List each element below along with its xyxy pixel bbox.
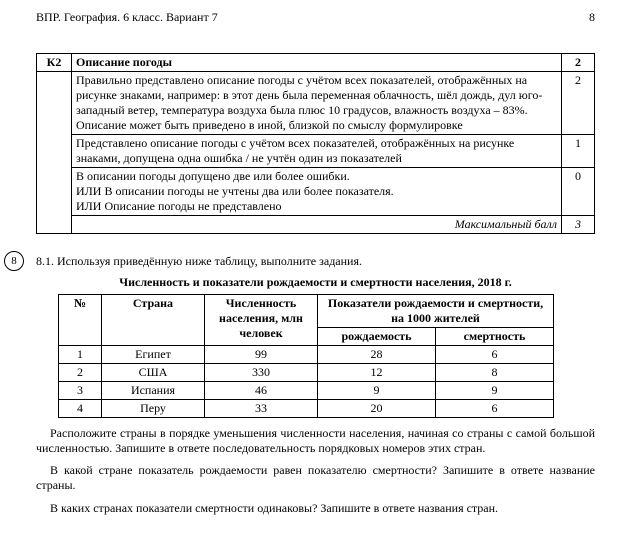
- header-left: ВПР. География. 6 класс. Вариант 7: [36, 10, 218, 25]
- col-birth: рождаемость: [318, 328, 436, 346]
- k2-row-score: 2: [562, 72, 595, 135]
- k2-label: К2: [37, 54, 72, 72]
- cell-country: Испания: [102, 382, 205, 400]
- page-header: ВПР. География. 6 класс. Вариант 7 8: [36, 10, 595, 25]
- col-rates: Показатели рождаемости и смертности, на …: [318, 295, 554, 328]
- k2-row-score: 1: [562, 135, 595, 168]
- task-block: 8 8.1. Используя приведённую ниже таблиц…: [36, 254, 595, 515]
- cell-death: 9: [436, 382, 554, 400]
- table-row: 3 Испания 46 9 9: [59, 382, 554, 400]
- cell-pop: 33: [205, 400, 318, 418]
- task-p2: В какой стране показатель рождаемости ра…: [36, 463, 595, 492]
- cell-death: 6: [436, 346, 554, 364]
- k2-row-text: Правильно представлено описание погоды с…: [72, 72, 562, 135]
- cell-death: 8: [436, 364, 554, 382]
- cell-birth: 28: [318, 346, 436, 364]
- population-table: № Страна Численность населения, млн чело…: [58, 294, 554, 418]
- k2-spacer: [37, 72, 72, 234]
- cell-country: США: [102, 364, 205, 382]
- cell-country: Египет: [102, 346, 205, 364]
- max-label: Максимальный балл: [72, 216, 562, 234]
- table-title: Численность и показатели рождаемости и с…: [36, 275, 595, 290]
- k2-row-text: В описании погоды допущено две или более…: [72, 168, 562, 216]
- max-score: 3: [562, 216, 595, 234]
- scoring-table: К2 Описание погоды 2 Правильно представл…: [36, 53, 595, 234]
- task-intro: 8.1. Используя приведённую ниже таблицу,…: [36, 254, 595, 269]
- cell-pop: 330: [205, 364, 318, 382]
- task-p3: В каких странах показатели смертности од…: [36, 501, 595, 516]
- cell-num: 1: [59, 346, 102, 364]
- task-marker: 8: [4, 251, 24, 271]
- cell-num: 4: [59, 400, 102, 418]
- table-row: 2 США 330 12 8: [59, 364, 554, 382]
- k2-row-text: Представлено описание погоды с учётом вс…: [72, 135, 562, 168]
- col-num: №: [59, 295, 102, 346]
- cell-birth: 20: [318, 400, 436, 418]
- cell-pop: 46: [205, 382, 318, 400]
- cell-pop: 99: [205, 346, 318, 364]
- cell-num: 2: [59, 364, 102, 382]
- cell-country: Перу: [102, 400, 205, 418]
- col-death: смертность: [436, 328, 554, 346]
- k2-title: Описание погоды: [72, 54, 562, 72]
- cell-num: 3: [59, 382, 102, 400]
- task-p1: Расположите страны в порядке уменьшения …: [36, 426, 595, 455]
- cell-birth: 9: [318, 382, 436, 400]
- k2-title-score: 2: [562, 54, 595, 72]
- header-right: 8: [589, 10, 595, 25]
- col-pop: Численность населения, млн человек: [205, 295, 318, 346]
- col-country: Страна: [102, 295, 205, 346]
- table-row: 4 Перу 33 20 6: [59, 400, 554, 418]
- cell-birth: 12: [318, 364, 436, 382]
- table-row: 1 Египет 99 28 6: [59, 346, 554, 364]
- k2-row-score: 0: [562, 168, 595, 216]
- cell-death: 6: [436, 400, 554, 418]
